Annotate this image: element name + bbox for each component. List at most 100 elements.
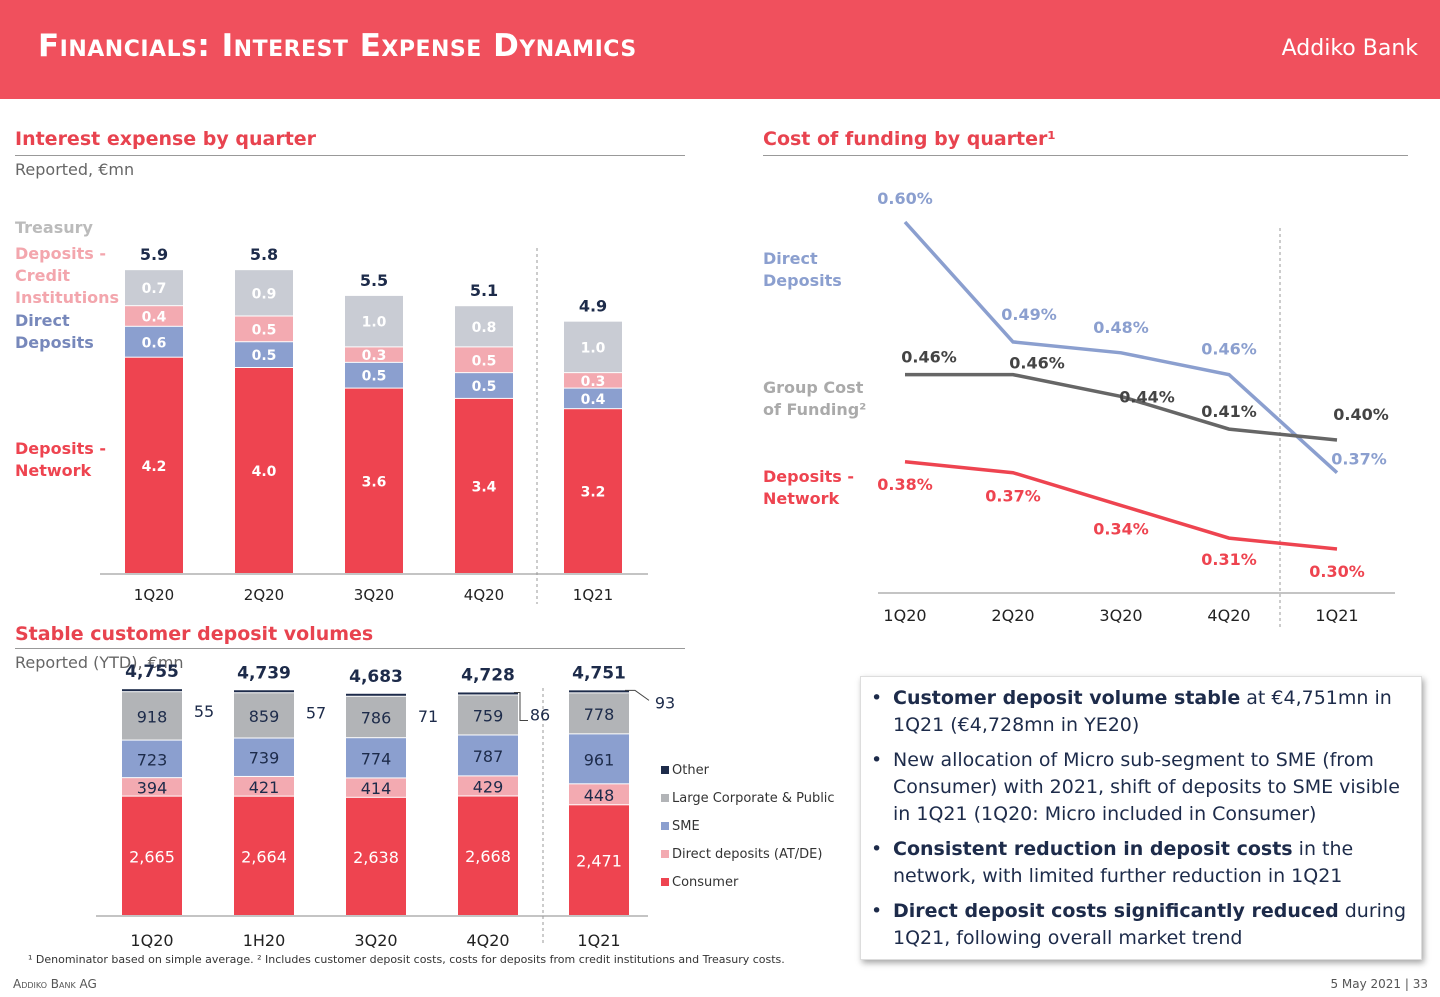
key-point-text: in the network, with limited further red… — [893, 838, 1354, 887]
deposits-x-tick: 1Q21 — [577, 931, 620, 950]
deposits-legend-swatch — [661, 766, 669, 774]
deposits-bar-segment — [569, 693, 629, 734]
key-point-emphasis: Direct deposit costs significantly reduc… — [893, 900, 1339, 922]
deposits-bar-segment — [122, 778, 182, 796]
deposits-legend-label: SME — [672, 819, 700, 834]
interest-bar-segment — [345, 362, 403, 388]
interest-section-rule — [15, 155, 685, 156]
interest-bar-label: 4.2 — [142, 459, 167, 475]
interest-bar-segment — [125, 306, 183, 326]
deposits-bar-segment — [234, 738, 294, 776]
deposits-bar-label: 414 — [361, 779, 392, 798]
deposits-bar-segment — [458, 776, 518, 796]
interest-series-label: Credit — [15, 266, 70, 285]
funding-data-label: 0.31% — [1201, 550, 1257, 569]
funding-data-label: 0.37% — [1331, 450, 1387, 469]
deposits-other-callout — [625, 689, 650, 701]
funding-series-line — [903, 220, 1339, 474]
interest-x-tick: 3Q20 — [354, 586, 394, 604]
deposits-bar-segment — [569, 690, 629, 693]
interest-bar-label: 0.6 — [142, 335, 167, 351]
interest-bar-label: 0.5 — [252, 322, 277, 338]
deposits-legend-label: Large Corporate & Public — [672, 791, 835, 806]
interest-bar-label: 1.0 — [362, 315, 387, 331]
deposits-other-label: 71 — [418, 707, 438, 726]
page-title: Financials: Interest Expense Dynamics — [38, 28, 637, 64]
interest-bar-label: 3.6 — [362, 474, 387, 490]
deposits-x-tick: 1Q20 — [130, 931, 173, 950]
funding-series-label: Network — [763, 489, 840, 508]
deposits-bar-segment — [122, 689, 182, 692]
key-point: Direct deposit costs significantly reduc… — [871, 898, 1409, 952]
interest-bar-segment — [235, 342, 293, 367]
deposits-bar-total: 4,683 — [349, 667, 403, 687]
deposits-bar-segment — [122, 796, 182, 915]
deposits-bar-segment — [346, 696, 406, 738]
deposits-bar-label: 739 — [249, 749, 280, 768]
deposits-legend-label: Consumer — [672, 875, 739, 890]
interest-bar-total: 5.8 — [250, 245, 278, 264]
funding-data-label: 0.38% — [877, 475, 933, 494]
header-bar: Financials: Interest Expense Dynamics Ad… — [0, 0, 1440, 99]
deposits-bar-segment — [569, 784, 629, 805]
deposits-bar-label: 2,664 — [241, 847, 287, 866]
interest-bar-segment — [564, 409, 622, 573]
interest-bar-label: 3.4 — [472, 479, 497, 495]
interest-series-label: Direct — [15, 311, 70, 330]
interest-bar-segment — [345, 347, 403, 362]
deposits-bar-segment — [569, 734, 629, 784]
interest-series-label: Deposits - — [15, 244, 106, 263]
deposits-other-label: 57 — [306, 703, 326, 722]
key-point-text: at €4,751mn in 1Q21 (€4,728mn in YE20) — [893, 687, 1392, 736]
key-point: Customer deposit volume stable at €4,751… — [871, 685, 1409, 739]
funding-data-label: 0.41% — [1201, 402, 1257, 421]
key-point-emphasis: Customer deposit volume stable — [893, 687, 1241, 709]
deposits-other-label: 86 — [530, 705, 550, 724]
deposits-bar-label: 448 — [584, 786, 615, 805]
interest-series-label: Deposits — [15, 333, 94, 352]
deposits-bar-label: 778 — [584, 705, 615, 724]
interest-bar-label: 1.0 — [581, 340, 606, 356]
deposits-section-subtitle: Reported (YTD), €mn — [15, 653, 184, 672]
interest-bar-label: 0.5 — [252, 348, 277, 364]
interest-x-tick: 4Q20 — [464, 586, 504, 604]
deposits-bar-segment — [346, 797, 406, 915]
key-points-list: Customer deposit volume stable at €4,751… — [861, 677, 1421, 952]
deposits-bar-label: 918 — [137, 707, 168, 726]
deposits-bar-segment — [346, 778, 406, 797]
interest-bar-label: 4.0 — [252, 464, 277, 480]
interest-section-subtitle: Reported, €mn — [15, 160, 135, 179]
interest-bar-label: 3.2 — [581, 485, 606, 501]
deposits-bar-segment — [234, 776, 294, 796]
interest-x-tick: 1Q21 — [573, 586, 613, 604]
deposits-section-title: Stable customer deposit volumes — [15, 623, 374, 645]
interest-bar-segment — [125, 326, 183, 357]
interest-section-title: Interest expense by quarter — [15, 128, 317, 150]
interest-bar-segment — [235, 316, 293, 342]
funding-series-label: Direct — [763, 249, 818, 268]
deposits-bar-label: 961 — [584, 750, 615, 769]
deposits-other-callout — [514, 691, 528, 721]
funding-data-label: 0.48% — [1093, 318, 1149, 337]
interest-bar-total: 5.9 — [140, 245, 168, 264]
funding-series-line — [905, 372, 1338, 442]
funding-data-label: 0.30% — [1309, 562, 1365, 581]
interest-bar-label: 0.4 — [581, 392, 606, 408]
interest-bar-label: 0.3 — [362, 348, 387, 364]
interest-x-tick: 1Q20 — [134, 586, 174, 604]
funding-data-label: 0.46% — [1009, 354, 1065, 373]
deposits-legend-swatch — [661, 850, 669, 858]
funding-x-tick: 1Q21 — [1315, 606, 1358, 625]
interest-bar-label: 0.4 — [142, 310, 167, 326]
interest-bar-label: 0.8 — [472, 320, 497, 336]
funding-x-tick: 2Q20 — [991, 606, 1034, 625]
interest-bar-segment — [455, 306, 513, 347]
deposits-bar-segment — [122, 740, 182, 778]
funding-series-line — [904, 460, 1338, 551]
footer-company: Addiko Bank AG — [13, 977, 97, 991]
funding-section-rule — [763, 155, 1408, 156]
deposits-bar-label: 2,665 — [129, 847, 175, 866]
deposits-bar-label: 429 — [473, 777, 504, 796]
